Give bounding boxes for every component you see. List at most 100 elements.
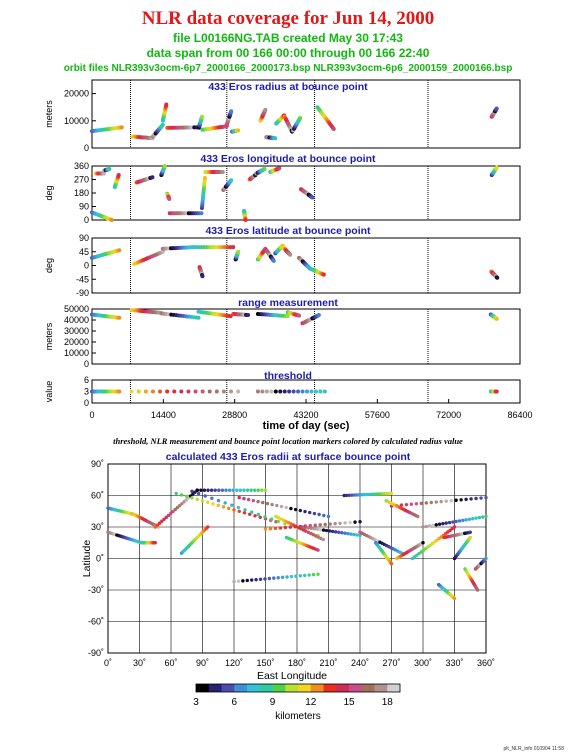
colorbar-segment — [259, 684, 273, 692]
surface-point — [249, 488, 253, 492]
surface-point — [209, 488, 214, 492]
surface-point — [242, 488, 246, 492]
data-point — [129, 389, 134, 394]
surface-point — [429, 500, 433, 505]
surface-point — [245, 488, 250, 492]
surface-point — [307, 573, 311, 577]
surface-point — [474, 516, 478, 520]
surface-point — [353, 520, 357, 524]
y-axis-label: meters — [44, 322, 54, 350]
data-point — [310, 195, 315, 200]
data-point — [117, 248, 122, 253]
orbit-files-line: orbit files NLR393v3ocm-6p7_2000166_2000… — [63, 63, 513, 74]
data-point — [260, 389, 265, 394]
surface-point — [414, 502, 419, 506]
x-tick-label: 72000 — [436, 410, 461, 420]
y-tick-label: 0 — [84, 215, 89, 225]
x-axis-label: East Longitude — [257, 670, 327, 682]
y-tick-label: 90 — [79, 202, 89, 212]
data-point — [179, 389, 184, 394]
surface-point — [162, 517, 166, 521]
data-point — [494, 106, 499, 111]
surface-point — [206, 525, 210, 529]
surface-point — [424, 501, 429, 505]
surface-point — [243, 508, 247, 512]
panel-title: range measurement — [238, 297, 338, 309]
file-line: file L00166NG.TAB created May 30 17:43 — [173, 31, 403, 45]
surface-point — [237, 495, 241, 500]
y-tick-label: 90˚ — [91, 459, 104, 469]
y-axis-label: meters — [44, 100, 54, 128]
surface-point — [354, 493, 359, 497]
surface-point — [153, 525, 157, 529]
surface-point — [246, 497, 251, 502]
surface-point — [256, 512, 261, 517]
surface-point — [263, 488, 268, 492]
surface-point — [379, 492, 384, 496]
plot-frame — [91, 308, 521, 365]
surface-point — [242, 511, 247, 515]
data-point — [288, 252, 293, 257]
surface-point — [318, 527, 323, 532]
surface-point — [206, 500, 210, 505]
surface-point — [179, 493, 184, 497]
colorbar-tick-label: 9 — [270, 697, 276, 708]
data-point — [277, 166, 282, 171]
surface-point — [449, 498, 453, 503]
colorbar-label: kilometers — [275, 711, 321, 722]
surface-point — [182, 500, 186, 504]
x-tick-label: 300˚ — [414, 658, 432, 668]
surface-point — [166, 513, 171, 518]
data-point — [262, 167, 267, 171]
x-axis-label: time of day (sec) — [263, 420, 350, 432]
surface-point — [241, 579, 245, 583]
y-axis-label: value — [44, 381, 54, 403]
surface-point — [316, 548, 320, 552]
y-tick-label: 20000 — [64, 89, 89, 99]
data-point — [246, 313, 251, 318]
x-tick-label: 120˚ — [225, 658, 243, 668]
surface-point — [242, 496, 246, 501]
surface-point — [284, 505, 288, 510]
x-tick-label: 180˚ — [288, 658, 306, 668]
surface-point — [355, 533, 359, 537]
data-point — [287, 389, 292, 394]
data-point — [296, 389, 301, 394]
colorbar-segment — [208, 684, 222, 692]
data-point — [316, 313, 321, 318]
data-point — [255, 389, 260, 394]
data-point — [164, 102, 169, 107]
data-point — [117, 389, 122, 394]
colorbar-segment — [285, 684, 299, 692]
surface-point — [267, 576, 272, 581]
surface-point — [309, 526, 314, 531]
surface-point — [421, 525, 425, 529]
plot-frame — [91, 79, 521, 149]
y-tick-label: 0 — [84, 398, 89, 408]
surface-point — [213, 488, 217, 492]
surface-point — [444, 521, 448, 525]
surface-point — [261, 500, 265, 505]
surface-point — [269, 517, 274, 521]
x-tick-label: 43200 — [293, 410, 318, 420]
data-point — [229, 109, 234, 114]
data-point — [117, 315, 122, 320]
surface-point — [283, 525, 288, 530]
surface-point — [195, 497, 199, 502]
surface-point — [480, 515, 485, 519]
data-point — [160, 122, 165, 127]
x-tick-label: 0 — [89, 410, 94, 420]
y-tick-label: -60˚ — [88, 617, 104, 627]
surface-point — [258, 515, 262, 519]
data-point — [186, 389, 191, 394]
surface-point — [272, 576, 276, 580]
surface-point — [270, 502, 274, 507]
data-point — [193, 389, 198, 394]
data-point — [495, 275, 500, 280]
data-point — [264, 389, 269, 394]
y-tick-label: -30˚ — [88, 585, 104, 595]
colorbar-tick-label: 3 — [193, 697, 199, 708]
data-point — [200, 274, 205, 279]
surface-point — [313, 523, 317, 527]
surface-point — [216, 503, 220, 508]
